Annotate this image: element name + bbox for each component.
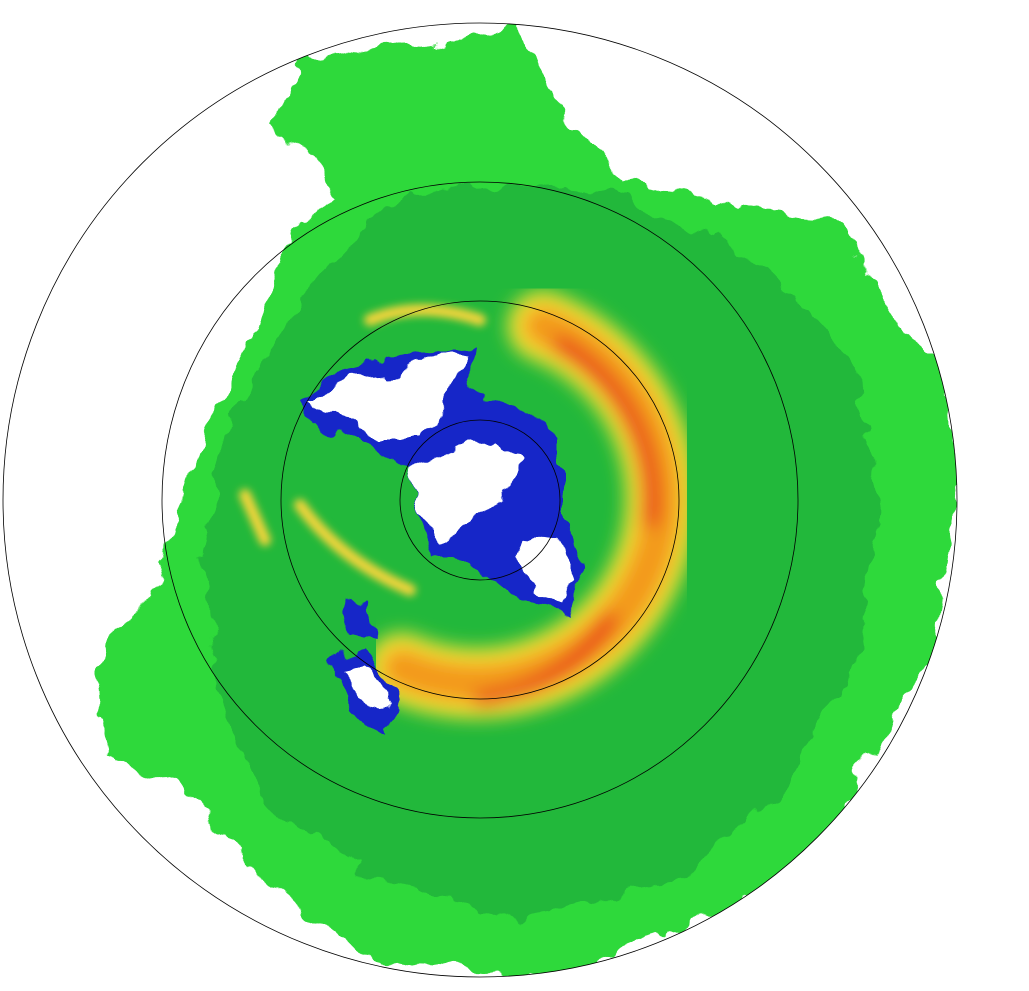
echo-west-bands [239, 304, 486, 596]
echo-weak-core [300, 345, 590, 735]
range-ring [399, 419, 561, 581]
range-ring [280, 300, 680, 700]
range-ring [161, 181, 799, 819]
echo-intense-ring [367, 291, 696, 719]
range-ring [2, 22, 958, 978]
range-rings [2, 22, 958, 978]
echoes [95, 30, 955, 975]
